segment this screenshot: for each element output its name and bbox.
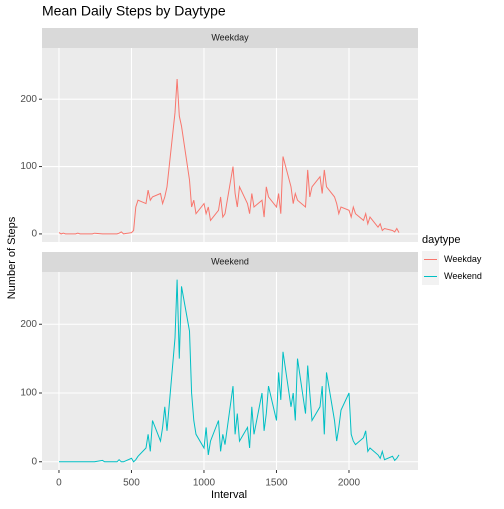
chart-title: Mean Daily Steps by Daytype bbox=[42, 3, 226, 19]
panel-background bbox=[42, 272, 418, 470]
legend-label: Weekend bbox=[444, 271, 482, 281]
strip-label: Weekend bbox=[211, 256, 249, 266]
x-tick-label: 1000 bbox=[193, 478, 216, 489]
y-axis-label: Number of Steps bbox=[6, 216, 18, 299]
y-tick-label: 100 bbox=[20, 388, 37, 399]
strip-label: Weekday bbox=[211, 32, 249, 42]
x-tick-label: 1500 bbox=[265, 478, 288, 489]
x-tick-label: 2000 bbox=[338, 478, 361, 489]
strip-background bbox=[42, 252, 418, 272]
y-tick-label: 100 bbox=[20, 161, 37, 172]
line-series bbox=[59, 279, 400, 463]
strip-background bbox=[42, 28, 418, 48]
y-tick-label: 200 bbox=[20, 319, 37, 330]
panel-background bbox=[42, 48, 418, 242]
legend-label: Weekday bbox=[444, 254, 482, 264]
x-tick-label: 500 bbox=[123, 478, 140, 489]
x-axis-label: Interval bbox=[211, 489, 247, 501]
line-series bbox=[58, 78, 400, 235]
x-tick-label: 0 bbox=[56, 478, 62, 489]
legend-title: daytype bbox=[422, 234, 461, 246]
y-tick-label: 200 bbox=[20, 94, 37, 105]
y-tick-label: 0 bbox=[31, 229, 37, 240]
y-tick-label: 0 bbox=[31, 456, 37, 467]
